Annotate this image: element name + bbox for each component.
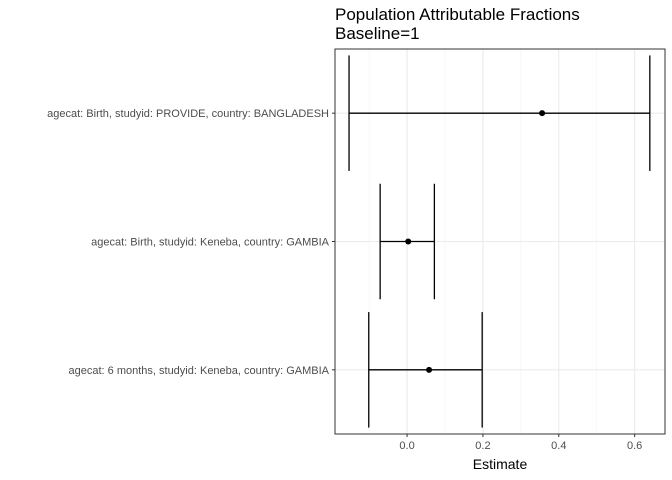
chart-subtitle: Baseline=1 (335, 24, 420, 43)
y-tick-labels: agecat: Birth, studyid: PROVIDE, country… (47, 108, 335, 377)
x-tick-label: 0.4 (551, 440, 566, 452)
x-tick-label: 0.6 (627, 440, 642, 452)
y-tick-label: agecat: Birth, studyid: PROVIDE, country… (47, 108, 329, 120)
x-tick-label: 0.0 (399, 440, 414, 452)
estimate-point (539, 110, 546, 117)
chart-title: Population Attributable Fractions (335, 5, 580, 24)
y-tick-label: agecat: Birth, studyid: Keneba, country:… (91, 237, 330, 249)
x-tick-label: 0.2 (475, 440, 490, 452)
estimate-point (426, 366, 433, 373)
x-axis-title: Estimate (473, 456, 528, 472)
estimate-point (405, 238, 412, 245)
x-tick-labels: 0.0 0.2 0.4 0.6 (399, 434, 642, 452)
y-tick-label: agecat: 6 months, studyid: Keneba, count… (69, 365, 330, 377)
